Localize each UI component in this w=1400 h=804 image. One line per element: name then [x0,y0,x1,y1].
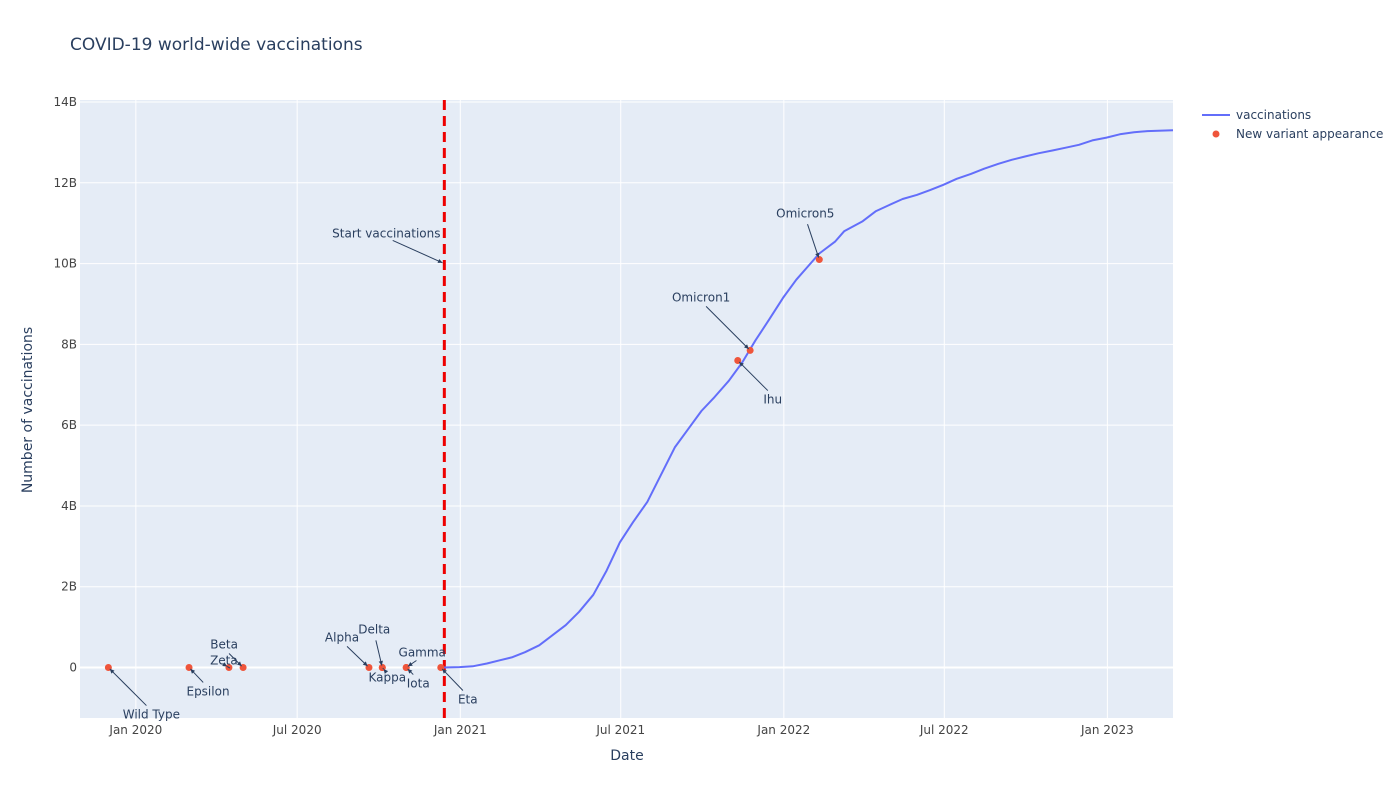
series-layer [443,129,1174,669]
x-tick-label: Jul 2020 [272,723,322,737]
annotation-arrowhead [442,668,447,674]
annotation-arrowhead [190,668,196,674]
annotation-arrowhead [739,361,744,367]
y-tick-label: 12B [53,176,77,190]
annotation-arrow [807,224,820,258]
plot-area [80,100,1173,718]
y-axis-ticks: 0 2B 4B 6B 8B 10B 12B 14B [53,95,77,674]
annotation-label-alpha: Alpha [325,631,359,645]
annotation-label-beta: Beta [210,638,238,652]
x-tick-label: Jul 2022 [919,723,969,737]
annotation-arrow [109,668,147,706]
legend-label-variants: New variant appearance [1236,127,1383,141]
annotation-label-start-vaccinations: Start vaccinations [332,227,440,241]
annotation-label-epsilon: Epsilon [186,685,229,699]
annotation-arrowhead [362,661,368,667]
x-tick-label: Jan 2023 [1080,723,1134,737]
variant-marker [815,256,823,264]
annotation-arrowhead [744,344,749,350]
annotation-arrow [346,646,368,667]
annotation-arrowhead [222,662,228,667]
annotation-arrowhead [437,258,443,263]
x-axis-ticks: Jan 2020 Jul 2020 Jan 2021 Jul 2021 Jan 2022… [108,723,1133,737]
y-tick-label: 8B [61,337,77,351]
y-tick-label: 14B [53,95,77,109]
annotation-arrow [226,666,231,669]
annotation-label-ihu: Ihu [763,393,782,407]
y-tick-label: 2B [61,580,77,594]
grid-lines [80,100,1173,718]
legend-item-vaccinations[interactable]: vaccinations [1202,108,1311,122]
annotation-label-kappa: Kappa [368,671,406,685]
x-tick-label: Jan 2020 [108,723,162,737]
legend[interactable]: vaccinations New variant appearance [1202,108,1383,141]
vaccinations-line [443,129,1174,669]
annotation-arrowhead [407,668,413,674]
annotation-arrow [441,668,464,691]
x-axis-label: Date [610,748,643,764]
annotation-label-iota: Iota [407,677,430,691]
annotation-arrowhead [109,668,115,674]
annotation-label-zeta: Zeta [210,654,238,668]
y-tick-label: 6B [61,418,77,432]
annotation-label-omicron1: Omicron1 [672,290,730,304]
x-tick-label: Jan 2021 [433,723,487,737]
legend-marker-swatch [1212,130,1220,138]
x-tick-label: Jul 2021 [595,723,645,737]
annotation-arrow [738,361,769,391]
annotation-label-eta: Eta [458,693,478,707]
annotation-arrowhead [383,669,389,674]
annotation-arrowhead [236,661,242,667]
annotation-label-gamma: Gamma [399,646,446,660]
annotation-arrowhead [407,662,413,667]
y-tick-label: 10B [53,257,77,271]
annotation-arrowhead [378,660,383,666]
annotation-label-wild-type: Wild Type [123,708,180,722]
annotation-label-delta: Delta [358,623,390,637]
y-tick-label: 0 [69,661,77,675]
annotation-arrow [382,667,384,670]
y-axis-label: Number of vaccinations [20,327,36,493]
x-tick-label: Jan 2022 [756,723,810,737]
annotation-arrow [705,306,750,350]
annotation-arrowhead [815,252,820,258]
y-tick-label: 4B [61,499,77,513]
annotation-label-omicron5: Omicron5 [776,207,834,221]
legend-item-variants[interactable]: New variant appearance [1212,127,1384,141]
annotation-arrow [392,239,443,264]
legend-label-vaccinations: vaccinations [1236,108,1311,122]
chart-title: COVID-19 world-wide vaccinations [70,35,363,55]
